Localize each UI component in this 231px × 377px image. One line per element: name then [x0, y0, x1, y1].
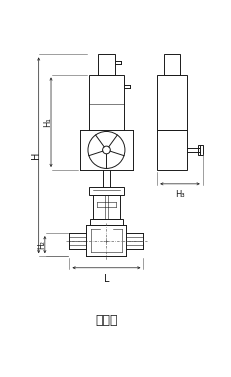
- Text: 常温型: 常温型: [95, 314, 118, 327]
- Bar: [98, 55, 115, 75]
- Text: H₁: H₁: [43, 117, 52, 127]
- Bar: [93, 195, 120, 219]
- Text: L: L: [104, 274, 109, 284]
- Text: H₂: H₂: [37, 240, 46, 249]
- Bar: [157, 75, 187, 130]
- Bar: [89, 187, 124, 195]
- Bar: [198, 146, 203, 155]
- Text: H: H: [31, 152, 41, 159]
- Bar: [157, 130, 187, 170]
- Text: H₃: H₃: [175, 190, 185, 199]
- Bar: [89, 75, 124, 130]
- Bar: [164, 55, 180, 75]
- Bar: [90, 219, 123, 225]
